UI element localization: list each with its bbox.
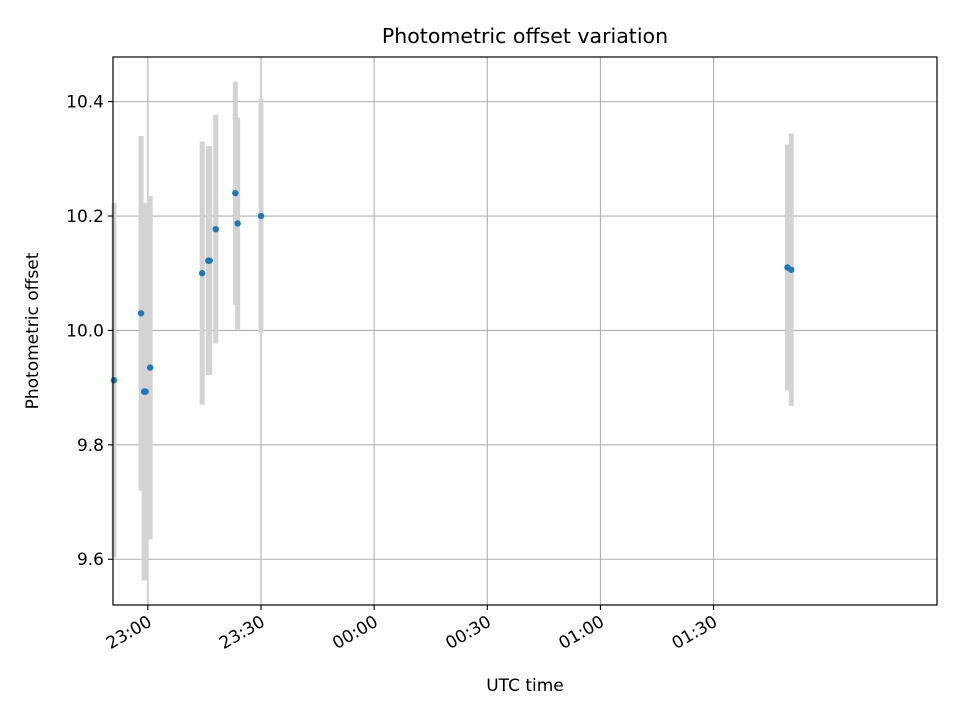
y-tick-label: 9.8 (77, 436, 104, 456)
y-axis-ticks: 9.6 9.8 10.0 10.2 10.4 (66, 93, 113, 570)
data-point (234, 220, 241, 227)
y-tick-label: 9.6 (77, 550, 104, 570)
y-tick-label: 10.4 (66, 93, 104, 113)
data-point (788, 266, 795, 273)
y-axis-label: Photometric offset (23, 252, 43, 409)
plot-frame (112, 56, 938, 606)
data-point (142, 388, 149, 395)
data-point (137, 310, 145, 317)
y-tick-label: 10.2 (66, 207, 104, 227)
data-point (146, 364, 154, 371)
data-point (110, 376, 118, 384)
data-point (198, 270, 206, 277)
data-point (257, 212, 265, 220)
data-point (206, 257, 213, 264)
data-point (232, 189, 239, 197)
data-point (212, 225, 219, 233)
data-points (110, 189, 795, 395)
x-axis-label: UTC time (486, 676, 564, 696)
chart-title: Photometric offset variation (382, 24, 668, 48)
y-tick-label: 10.0 (66, 321, 104, 341)
